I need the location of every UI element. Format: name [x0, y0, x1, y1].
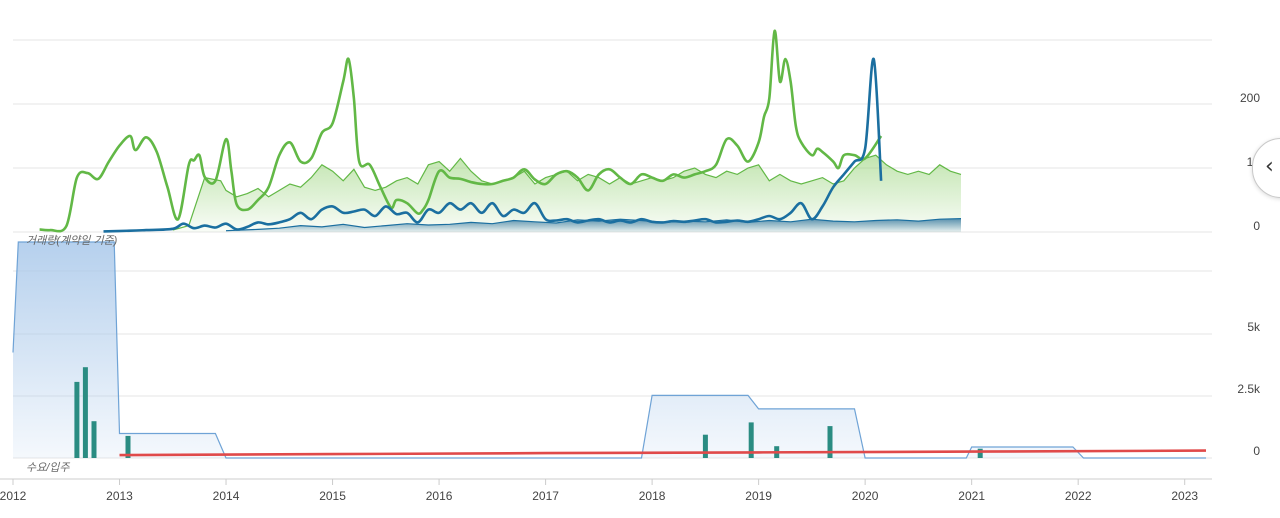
supply-area-layer — [12, 241, 1206, 459]
demand-bar — [748, 422, 754, 458]
x-tick-label: 2013 — [106, 489, 133, 503]
demand-bar — [91, 421, 97, 458]
lower-y-axis-ticks: 0 2.5k 5k — [1237, 320, 1261, 458]
x-tick-label: 2017 — [532, 489, 559, 503]
demand-bar — [827, 426, 833, 458]
demand-bar — [74, 381, 80, 458]
lower-panel-label: 수요/입주 — [26, 461, 70, 474]
lower-y-tick-label: 2.5k — [1237, 382, 1261, 396]
x-axis-ticks: 2012 2013 2014 2015 2016 2017 2018 2019 2020 2021… — [0, 479, 1198, 503]
x-tick-label: 2016 — [426, 489, 453, 503]
demand-bar — [125, 435, 131, 458]
x-tick-label: 2014 — [213, 489, 240, 503]
upper-area-fill-3 — [226, 218, 961, 232]
x-tick-label: 2023 — [1171, 489, 1198, 503]
demand-bar — [977, 448, 983, 458]
x-tick-label: 2021 — [958, 489, 985, 503]
x-tick-label: 2012 — [0, 489, 27, 503]
upper-line-series-2 — [103, 57, 883, 233]
x-tick-label: 2020 — [852, 489, 879, 503]
chevron-left-icon: ‹ — [1265, 154, 1274, 179]
upper-area-series-3 — [225, 218, 962, 232]
x-tick-label: 2018 — [639, 489, 666, 503]
supply-area-outline — [12, 241, 1206, 459]
x-tick-label: 2019 — [745, 489, 772, 503]
lower-gridlines — [13, 270, 1212, 459]
lower-y-tick-label: 5k — [1247, 320, 1261, 334]
upper-area-series-1 — [172, 154, 962, 231]
demand-bar — [702, 434, 708, 458]
x-tick-label: 2022 — [1065, 489, 1092, 503]
supply-area-fill — [13, 242, 1206, 458]
demand-line-layer — [119, 449, 1207, 457]
upper-y-tick-label: 200 — [1240, 91, 1260, 105]
demand-line — [119, 449, 1207, 457]
x-tick-label: 2015 — [319, 489, 346, 503]
upper-line-layer — [39, 29, 883, 233]
upper-line-series-0 — [39, 29, 883, 233]
upper-panel-label: 거래량(계약일 기준) — [26, 234, 118, 247]
upper-y-tick-label: 0 — [1253, 219, 1260, 233]
lower-y-tick-label: 0 — [1253, 444, 1260, 458]
demand-bar — [82, 367, 88, 458]
